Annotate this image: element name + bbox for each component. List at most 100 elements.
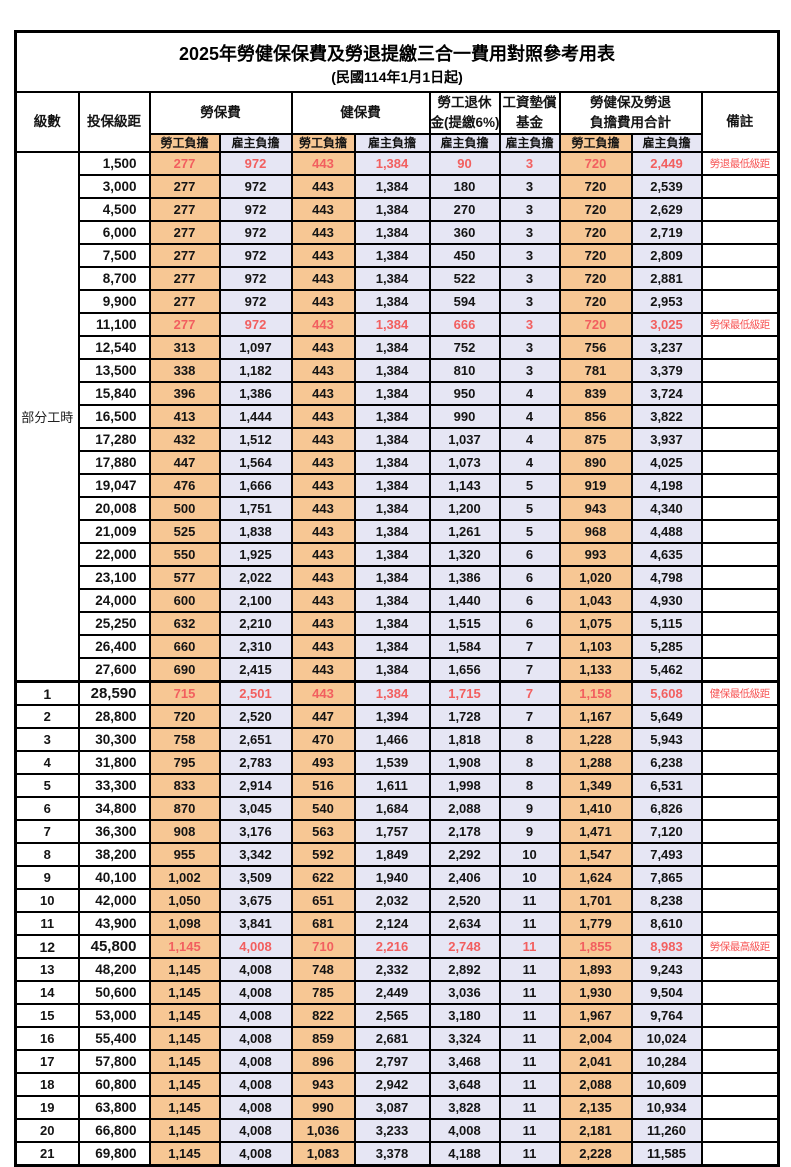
bracket-cell: 26,400 <box>77 634 151 659</box>
value-cell: 1,466 <box>353 727 431 752</box>
value-cell: 443 <box>290 174 356 199</box>
col-header-level: 級數 <box>14 91 80 153</box>
value-cell: 10,609 <box>630 1072 703 1097</box>
value-cell: 2,797 <box>353 1049 431 1074</box>
value-cell: 720 <box>558 174 633 199</box>
table-title-cell: 2025年勞健保保費及勞退提繳三合一費用對照參考用表 (民國114年1月1日起) <box>14 30 780 93</box>
level-cell: 8 <box>14 842 80 867</box>
value-cell: 3,378 <box>353 1141 431 1167</box>
table-row: 8 38,200 955 3,342 592 1,849 2,292 10 1,547 7,493 <box>14 842 780 867</box>
value-cell: 690 <box>148 657 221 683</box>
level-cell: 18 <box>14 1072 80 1097</box>
value-cell: 4,930 <box>630 588 703 613</box>
value-cell: 1,384 <box>353 496 431 521</box>
value-cell: 822 <box>290 1003 356 1028</box>
value-cell: 1,715 <box>428 680 501 706</box>
subheader-health-employer: 雇主負擔 <box>353 133 431 153</box>
value-cell: 9,764 <box>630 1003 703 1028</box>
value-cell: 2,310 <box>218 634 293 659</box>
part-time-label-cell: 部分工時 <box>14 151 80 683</box>
value-cell: 9,243 <box>630 957 703 982</box>
bracket-cell: 36,300 <box>77 819 151 844</box>
value-cell: 2,032 <box>353 888 431 913</box>
value-cell: 4,198 <box>630 473 703 498</box>
table-row: 20,008 500 1,751 443 1,384 1,200 5 943 4,340 <box>16 496 780 521</box>
value-cell: 6 <box>498 565 561 590</box>
value-cell: 2,629 <box>630 197 703 222</box>
value-cell: 450 <box>428 243 501 268</box>
value-cell: 10 <box>498 865 561 890</box>
value-cell: 6 <box>498 588 561 613</box>
value-cell: 3,324 <box>428 1026 501 1051</box>
value-cell: 338 <box>148 358 221 383</box>
value-cell: 4,340 <box>630 496 703 521</box>
value-cell: 4,188 <box>428 1141 501 1167</box>
value-cell: 1,002 <box>148 865 221 890</box>
value-cell: 443 <box>290 151 356 176</box>
subheader-total-employee: 勞工負擔 <box>558 133 633 153</box>
value-cell: 443 <box>290 657 356 683</box>
remark-cell <box>700 704 780 729</box>
table-row: 21,009 525 1,838 443 1,384 1,261 5 968 4,488 <box>16 519 780 544</box>
value-cell: 4,008 <box>218 980 293 1005</box>
value-cell: 443 <box>290 542 356 567</box>
table-body: 部分工時 1,500 277 972 443 1,384 90 3 720 2,449 勞退最低級距… <box>14 151 780 1167</box>
value-cell: 3,841 <box>218 911 293 936</box>
bracket-cell: 9,900 <box>77 289 151 314</box>
table-row: 10 42,000 1,050 3,675 651 2,032 2,520 11 1,701 8,… <box>14 888 780 913</box>
value-cell: 950 <box>428 381 501 406</box>
bracket-cell: 55,400 <box>77 1026 151 1051</box>
value-cell: 4,798 <box>630 565 703 590</box>
value-cell: 1,036 <box>290 1118 356 1143</box>
bracket-cell: 6,000 <box>77 220 151 245</box>
remark-cell <box>700 980 780 1005</box>
value-cell: 1,539 <box>353 750 431 775</box>
value-cell: 4 <box>498 427 561 452</box>
bracket-cell: 25,250 <box>77 611 151 636</box>
value-cell: 681 <box>290 911 356 936</box>
wage-fund-header-line1: 工資墊償 <box>502 95 557 111</box>
total-header-line2: 負擔費用合計 <box>590 115 671 130</box>
remark-cell <box>700 842 780 867</box>
value-cell: 3,087 <box>353 1095 431 1120</box>
value-cell: 443 <box>290 680 356 706</box>
remark-cell <box>700 1072 780 1097</box>
remark-cell <box>700 1049 780 1074</box>
value-cell: 2,449 <box>630 151 703 176</box>
value-cell: 1,386 <box>218 381 293 406</box>
bracket-cell: 3,000 <box>77 174 151 199</box>
bracket-cell: 24,000 <box>77 588 151 613</box>
value-cell: 856 <box>558 404 633 429</box>
level-cell: 21 <box>14 1141 80 1167</box>
value-cell: 9 <box>498 819 561 844</box>
value-cell: 1,779 <box>558 911 633 936</box>
value-cell: 720 <box>558 312 633 337</box>
value-cell: 756 <box>558 335 633 360</box>
value-cell: 720 <box>558 197 633 222</box>
value-cell: 493 <box>290 750 356 775</box>
col-header-total: 勞健保及勞退 負擔費用合計 <box>558 91 703 135</box>
value-cell: 11 <box>498 980 561 1005</box>
col-header-health-insurance: 健保費 <box>290 91 431 135</box>
value-cell: 443 <box>290 335 356 360</box>
value-cell: 277 <box>148 220 221 245</box>
value-cell: 720 <box>558 266 633 291</box>
value-cell: 3 <box>498 220 561 245</box>
value-cell: 8,238 <box>630 888 703 913</box>
value-cell: 1,020 <box>558 565 633 590</box>
value-cell: 8 <box>498 773 561 798</box>
value-cell: 2,135 <box>558 1095 633 1120</box>
value-cell: 1,145 <box>148 1003 221 1028</box>
value-cell: 859 <box>290 1026 356 1051</box>
value-cell: 6,826 <box>630 796 703 821</box>
value-cell: 1,043 <box>558 588 633 613</box>
value-cell: 2,520 <box>428 888 501 913</box>
table-row: 26,400 660 2,310 443 1,384 1,584 7 1,103 5,285 <box>16 634 780 659</box>
value-cell: 1,103 <box>558 634 633 659</box>
value-cell: 1,182 <box>218 358 293 383</box>
bracket-cell: 17,280 <box>77 427 151 452</box>
value-cell: 2,565 <box>353 1003 431 1028</box>
bracket-cell: 45,800 <box>77 934 151 959</box>
value-cell: 3 <box>498 335 561 360</box>
value-cell: 1,384 <box>353 312 431 337</box>
